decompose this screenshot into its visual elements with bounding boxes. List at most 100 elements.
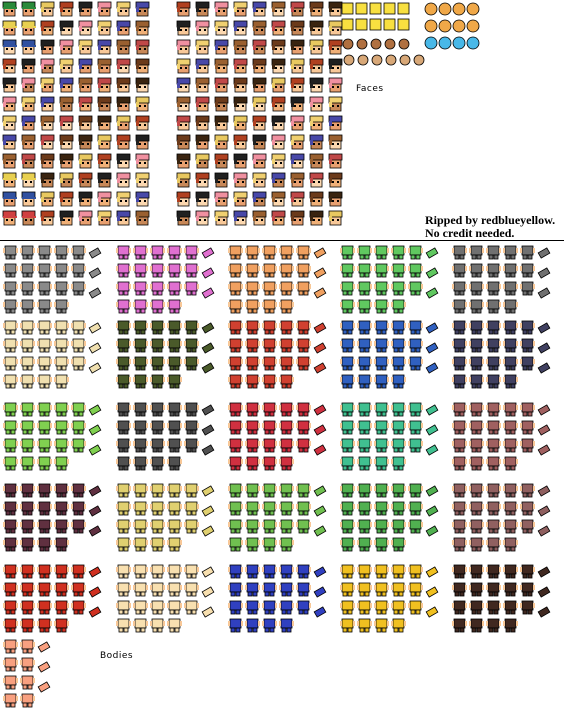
body-sprite — [3, 675, 18, 690]
body-sprite — [279, 483, 294, 498]
body-sprite — [150, 356, 165, 371]
face-sprite — [271, 58, 286, 74]
face-sprite — [233, 115, 248, 131]
bear-face-icon — [452, 2, 466, 16]
block-icon — [397, 18, 410, 31]
body-sprite — [116, 483, 131, 498]
body-sprite — [340, 564, 355, 579]
body-sprite — [520, 564, 535, 579]
face-sprite — [135, 115, 150, 131]
face-sprite — [233, 153, 248, 169]
body-sprite — [486, 618, 501, 633]
face-sprite — [290, 58, 305, 74]
body-sprite — [3, 402, 18, 417]
body-sprite — [37, 456, 52, 471]
body-sprite — [469, 338, 484, 353]
face-sprite — [176, 210, 191, 226]
body-sprite — [167, 564, 182, 579]
body-sprite — [357, 356, 372, 371]
face-sprite — [97, 58, 112, 74]
body-sprite — [340, 618, 355, 633]
body-sprite — [150, 263, 165, 278]
body-sprite — [133, 501, 148, 516]
face-sprite — [97, 1, 112, 17]
face-sprite — [176, 39, 191, 55]
body-sprite — [150, 402, 165, 417]
body-sprite — [452, 281, 467, 296]
body-sprite — [20, 281, 35, 296]
body-sprite — [262, 564, 277, 579]
face-sprite — [116, 210, 131, 226]
body-sprite — [245, 356, 260, 371]
body-sprite — [167, 356, 182, 371]
body-sprite — [374, 483, 389, 498]
body-sprite — [167, 245, 182, 260]
body-sprite — [20, 438, 35, 453]
body-sprite — [133, 338, 148, 353]
body-sprite — [452, 245, 467, 260]
body-sprite — [37, 263, 52, 278]
body-sprite — [20, 600, 35, 615]
body-sprite — [167, 338, 182, 353]
body-sprite — [452, 356, 467, 371]
body-sprite — [20, 693, 35, 708]
body-sprite — [3, 320, 18, 335]
body-sprite — [452, 582, 467, 597]
body-sprite — [503, 501, 518, 516]
body-sprite — [452, 456, 467, 471]
face-sprite — [214, 1, 229, 17]
body-sprite — [279, 618, 294, 633]
face-sprite — [290, 1, 305, 17]
body-sprite — [116, 501, 131, 516]
body-sprite — [54, 438, 69, 453]
body-sprite — [245, 618, 260, 633]
body-sprite — [37, 438, 52, 453]
face-sprite — [214, 115, 229, 131]
face-sprite — [135, 20, 150, 36]
face-sprite — [2, 115, 17, 131]
body-sprite — [340, 338, 355, 353]
body-sprite — [340, 245, 355, 260]
body-sprite — [54, 420, 69, 435]
face-sprite — [97, 20, 112, 36]
body-sprite — [520, 483, 535, 498]
body-sprite — [133, 374, 148, 389]
face-sprite — [135, 210, 150, 226]
body-sprite — [340, 320, 355, 335]
face-sprite — [78, 134, 93, 150]
body-sprite — [3, 438, 18, 453]
body-sprite — [71, 263, 86, 278]
body-sprite — [245, 320, 260, 335]
face-sprite — [252, 153, 267, 169]
body-sprite — [391, 374, 406, 389]
body-sprite — [503, 564, 518, 579]
body-sprite — [391, 582, 406, 597]
body-sprite — [469, 519, 484, 534]
body-sprite — [54, 402, 69, 417]
small-head-icon — [343, 54, 355, 66]
face-sprite — [252, 20, 267, 36]
body-sprite — [37, 320, 52, 335]
body-sprite — [262, 338, 277, 353]
body-sprite — [184, 438, 199, 453]
face-sprite — [328, 39, 343, 55]
body-sprite — [54, 456, 69, 471]
face-sprite — [135, 153, 150, 169]
face-sprite — [135, 58, 150, 74]
body-sprite — [469, 537, 484, 552]
face-sprite — [116, 134, 131, 150]
face-sprite — [271, 77, 286, 93]
body-sprite — [469, 263, 484, 278]
body-sprite — [374, 564, 389, 579]
face-sprite — [195, 191, 210, 207]
face-sprite — [59, 115, 74, 131]
face-sprite — [290, 172, 305, 188]
face-sprite — [309, 115, 324, 131]
face-sprite — [2, 20, 17, 36]
body-sprite — [37, 374, 52, 389]
body-sprite — [245, 281, 260, 296]
face-sprite — [97, 39, 112, 55]
face-sprite — [309, 134, 324, 150]
face-sprite — [271, 172, 286, 188]
body-sprite — [469, 402, 484, 417]
